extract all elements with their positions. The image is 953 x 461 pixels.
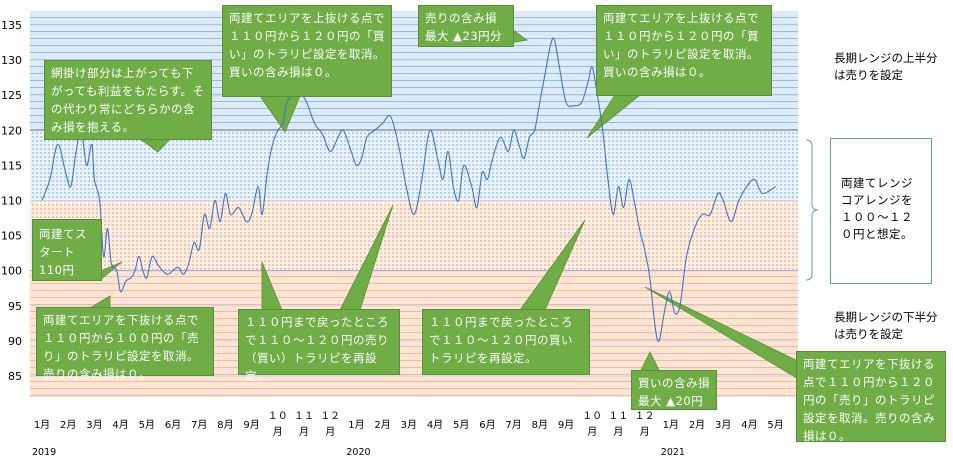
x-tick-label: 6月	[479, 419, 495, 431]
x-tick-label: 5月	[453, 419, 469, 431]
x-tick-label: 2月	[374, 419, 390, 431]
y-tick-label: 100	[1, 265, 22, 278]
x-tick-label: 6月	[165, 419, 181, 431]
series-line-price	[41, 37, 776, 342]
y-tick-label: 135	[1, 19, 22, 32]
x-tick-label: 4月	[427, 419, 443, 431]
y-tick-label: 125	[1, 89, 22, 102]
x-tick-label-unit: 月	[299, 426, 309, 438]
axes: 85 90 95 100 105 110 115 120 125 130 135 1月 2月 3月 4月 5月…	[1, 19, 784, 458]
note-lower-range: 長期レンジの下半分は売りを設定	[834, 310, 938, 341]
x-tick-label: 1月	[34, 419, 50, 431]
x-tick-label: 9月	[243, 419, 259, 431]
callout-break-up-2: 両建てエリアを上抜ける点で１１０円から１２０円の「買い」のトラリピ設定を取消。買…	[596, 5, 772, 96]
x-tick-label: 4月	[741, 419, 757, 431]
x-tick-label-unit: 月	[273, 426, 283, 438]
callout-hatch-note: 網掛け部分は上がっても下がっても利益をもたらす。その代わり常にどちらかの含み損を…	[44, 60, 212, 140]
x-tick-label: １２	[320, 411, 340, 422]
x-tick-label: １１	[608, 411, 628, 422]
x-tick-label: 1月	[663, 419, 679, 431]
series	[41, 37, 776, 342]
x-tick-label: 3月	[715, 419, 731, 431]
y-tick-label: 90	[8, 335, 22, 348]
x-tick-label: 2月	[60, 419, 76, 431]
note-upper-range: 長期レンジの上半分は売りを設定	[834, 51, 938, 82]
x-tick-label: 3月	[401, 419, 417, 431]
x-tick-label: 7月	[505, 419, 521, 431]
x-tick-label: １２	[635, 411, 655, 422]
callout-max-loss-sell: 売りの含み損最大 ▲23円分	[418, 5, 514, 47]
x-tick-label: 5月	[139, 419, 155, 431]
y-tick-label: 95	[8, 300, 22, 313]
y-tick-label: 120	[1, 124, 22, 137]
x-tick-label: １０	[268, 411, 288, 422]
x-tick-label-unit: 月	[613, 426, 623, 438]
x-tick-label: 5月	[767, 419, 783, 431]
callout-break-down-2: 両建てエリアを下抜ける点で１１０円から１２０円の「売り」のトラリピ設定を取消。売…	[796, 351, 946, 443]
x-tick-label: 9月	[558, 419, 574, 431]
y-tick-label: 110	[1, 194, 22, 207]
year-label: 2019	[32, 447, 56, 458]
callout-reset-2: １１０円まで戻ったところで１１０～１２０円の買いトラリピを再設定。	[422, 309, 590, 375]
year-label: 2020	[346, 447, 370, 458]
x-tick-label: 3月	[86, 419, 102, 431]
x-tick-label: 2月	[689, 419, 705, 431]
callout-break-up-1: 両建てエリアを上抜ける点で１１０円から１２０円の「買い」のトラリピ設定を取消。買…	[222, 5, 392, 97]
x-tick-label: 4月	[112, 419, 128, 431]
callout-start: 両建てスタート 110円	[32, 219, 102, 281]
y-tick-label: 115	[1, 159, 22, 172]
x-tick-label: １１	[294, 411, 314, 422]
x-tick-label-unit: 月	[640, 426, 650, 438]
callout-reset-1: １１０円まで戻ったところで１１０～１２０円の売り（買い）トラリピを再設定。	[238, 309, 400, 383]
year-label: 2021	[661, 447, 685, 458]
x-tick-label: １０	[582, 411, 602, 422]
core-range-bracket	[805, 139, 819, 281]
x-tick-label-unit: 月	[325, 426, 335, 438]
y-tick-label: 130	[1, 54, 22, 67]
x-tick-label: 7月	[191, 419, 207, 431]
x-tick-label: 8月	[532, 419, 548, 431]
note-core-range: 両建てレンジコアレンジを１００～１２０円と想定。	[830, 138, 932, 284]
callout-max-loss-buy: 買いの含み損最大 ▲20円	[631, 370, 717, 410]
x-tick-label: 1月	[348, 419, 364, 431]
x-tick-label-unit: 月	[587, 426, 597, 438]
callout-pointers	[79, 29, 819, 381]
y-tick-label: 105	[1, 230, 22, 243]
x-tick-label: 8月	[217, 419, 233, 431]
y-tick-label: 85	[8, 370, 22, 383]
callout-break-down-1: 両建てエリアを下抜ける点で１１０円から１００円の「売り」のトラリピ設定を取消。売…	[36, 307, 214, 381]
